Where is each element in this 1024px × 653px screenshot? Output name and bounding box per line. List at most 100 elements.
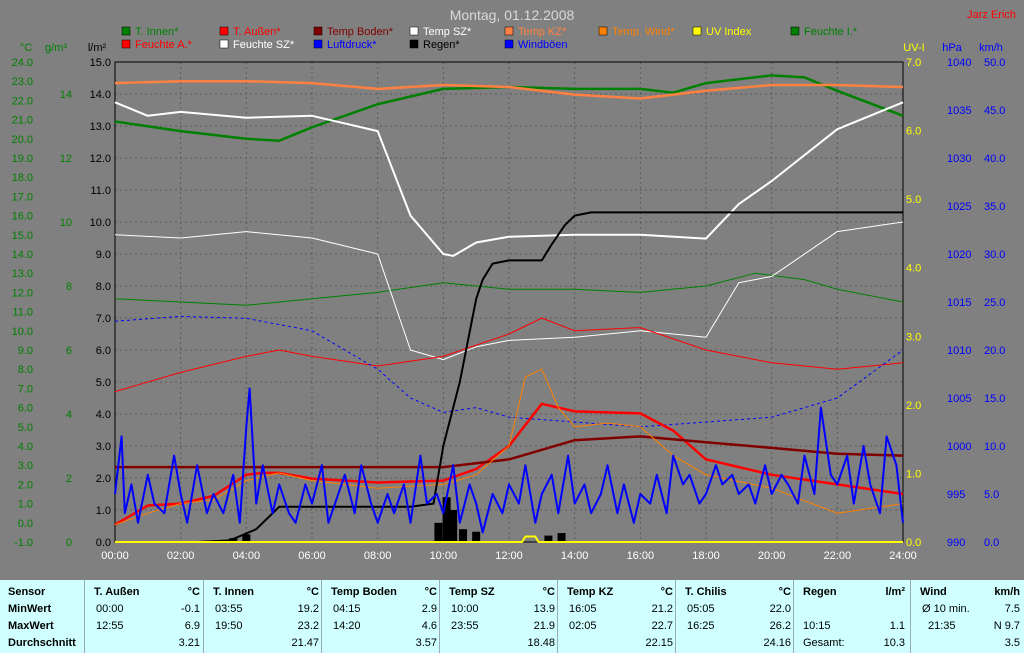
axis-unit-uv: UV-I <box>903 42 924 54</box>
tick-label-wind: 0.0 <box>984 537 999 549</box>
rain-bar <box>242 534 251 542</box>
tick-label-temp: -1.0 <box>14 537 33 549</box>
series-temp-kz <box>114 79 904 100</box>
tick-label-temp: 11.0 <box>12 307 33 319</box>
stats-max: 4.6 <box>421 620 437 632</box>
tick-label-wind: 5.0 <box>984 489 999 501</box>
stats-divider <box>910 580 911 653</box>
tick-label-uv: 4.0 <box>906 263 921 275</box>
legend-swatch <box>121 26 131 36</box>
axis-unit-wind: km/h <box>979 42 1003 54</box>
stats-col-title: Temp KZ <box>567 586 614 598</box>
legend-swatch <box>121 39 131 49</box>
tick-label-humidity: 8 <box>66 281 72 293</box>
tick-label-temp: 20.0 <box>12 134 33 146</box>
tick-label-uv: 3.0 <box>906 331 921 343</box>
stats-avg: 18.48 <box>527 637 555 649</box>
chart-credit: Jarz Erich <box>967 9 1016 21</box>
tick-label-temp: 4.0 <box>18 441 33 453</box>
stats-divider <box>321 580 322 653</box>
tick-label-temp: 10.0 <box>12 326 33 338</box>
tick-label-rain: 6.0 <box>96 345 111 357</box>
legend-swatch <box>219 39 229 49</box>
legend: T. Innen* T. Außen* Temp Boden* Temp SZ* Tem… <box>121 26 858 51</box>
stats-avg: 3.57 <box>415 637 437 649</box>
tick-label-temp: 1.0 <box>18 499 33 511</box>
stats-divider <box>793 580 794 653</box>
tick-label-pressure: 990 <box>947 537 965 549</box>
stats-min-time: 05:05 <box>687 603 715 615</box>
tick-label-time: 04:00 <box>233 550 261 562</box>
stats-min: -0.1 <box>181 603 200 615</box>
tick-label-rain: 7.0 <box>96 313 111 325</box>
stats-min-time: 10:00 <box>451 603 479 615</box>
tick-label-temp: 12.0 <box>12 287 33 299</box>
stats-col-title: Regen <box>803 586 837 598</box>
tick-label-rain: 13.0 <box>90 121 111 133</box>
tick-label-rain: 11.0 <box>90 185 111 197</box>
tick-label-wind: 15.0 <box>984 393 1005 405</box>
stats-total-label: Gesamt: <box>803 637 845 649</box>
tick-label-rain: 15.0 <box>90 57 111 69</box>
stats-avg: 21.47 <box>291 637 319 649</box>
legend-swatch <box>313 26 323 36</box>
tick-label-time: 22:00 <box>824 550 852 562</box>
axis-unit-pressure: hPa <box>942 42 962 54</box>
tick-label-time: 16:00 <box>627 550 655 562</box>
series-uv-index <box>115 535 903 543</box>
tick-label-rain: 4.0 <box>96 409 111 421</box>
tick-label-temp: 6.0 <box>18 403 33 415</box>
tick-label-temp: 2.0 <box>18 479 33 491</box>
series-feuchte-i <box>114 272 904 306</box>
tick-label-wind: 40.0 <box>984 153 1005 165</box>
tick-label-temp: 16.0 <box>12 211 33 223</box>
stats-max: 23.2 <box>297 620 319 632</box>
stats-divider <box>675 580 676 653</box>
legend-label: Temp. Wind* <box>612 26 675 38</box>
rain-bar <box>472 531 481 542</box>
tick-label-temp: 14.0 <box>12 249 33 261</box>
tick-label-rain: 3.0 <box>96 441 111 453</box>
stats-col-title: T. Außen <box>94 586 140 598</box>
stats-max-time: 21:35 <box>928 620 956 632</box>
tick-label-rain: 2.0 <box>96 473 111 485</box>
tick-label-temp: 22.0 <box>12 95 33 107</box>
tick-label-time: 14:00 <box>561 550 589 562</box>
stats-col-unit: km/h <box>994 586 1020 598</box>
stats-max-time: 23:55 <box>451 620 479 632</box>
stats-row-label: Durchschnitt <box>8 637 76 649</box>
tick-label-temp: 7.0 <box>18 383 33 395</box>
stats-col-unit: °C <box>424 586 437 598</box>
tick-label-humidity: 0 <box>66 537 72 549</box>
grid <box>114 61 904 543</box>
legend-label: Temp Boden* <box>327 26 394 38</box>
tick-label-temp: 15.0 <box>12 230 33 242</box>
tick-label-time: 18:00 <box>692 550 720 562</box>
weather-chart: °C -1.0 0.0 1.0 2.0 3.0 4.0 5.0 6.0 7.0 8.0 9.0 10.0… <box>12 7 1016 562</box>
legend-swatch <box>409 39 419 49</box>
stats-row-label: MaxWert <box>8 620 54 632</box>
stats-col-title: Wind <box>920 586 947 598</box>
stats-min-time: Ø 10 min. <box>922 603 970 615</box>
stats-min: 21.2 <box>651 603 673 615</box>
series-t-au-en <box>114 402 904 526</box>
tick-label-pressure: 1010 <box>947 345 971 357</box>
stats-row-label: MinWert <box>8 603 52 615</box>
tick-label-time: 00:00 <box>101 550 129 562</box>
tick-label-time: 20:00 <box>758 550 786 562</box>
stats-max: 1.1 <box>889 620 905 632</box>
stats-avg: 3.5 <box>1004 637 1020 649</box>
tick-label-pressure: 1000 <box>947 441 971 453</box>
tick-label-temp: 23.0 <box>12 76 33 88</box>
stats-max: 26.2 <box>769 620 791 632</box>
tick-label-temp: 24.0 <box>12 57 33 69</box>
tick-label-pressure: 1005 <box>947 393 971 405</box>
rain-bar <box>442 497 451 542</box>
tick-label-temp: 18.0 <box>12 172 33 184</box>
axis-unit-humidity: g/m³ <box>45 42 67 54</box>
legend-label: Regen* <box>423 39 460 51</box>
tick-label-temp: 8.0 <box>18 364 33 376</box>
tick-label-humidity: 2 <box>66 473 72 485</box>
tick-label-rain: 9.0 <box>96 249 111 261</box>
stats-divider <box>84 580 85 653</box>
